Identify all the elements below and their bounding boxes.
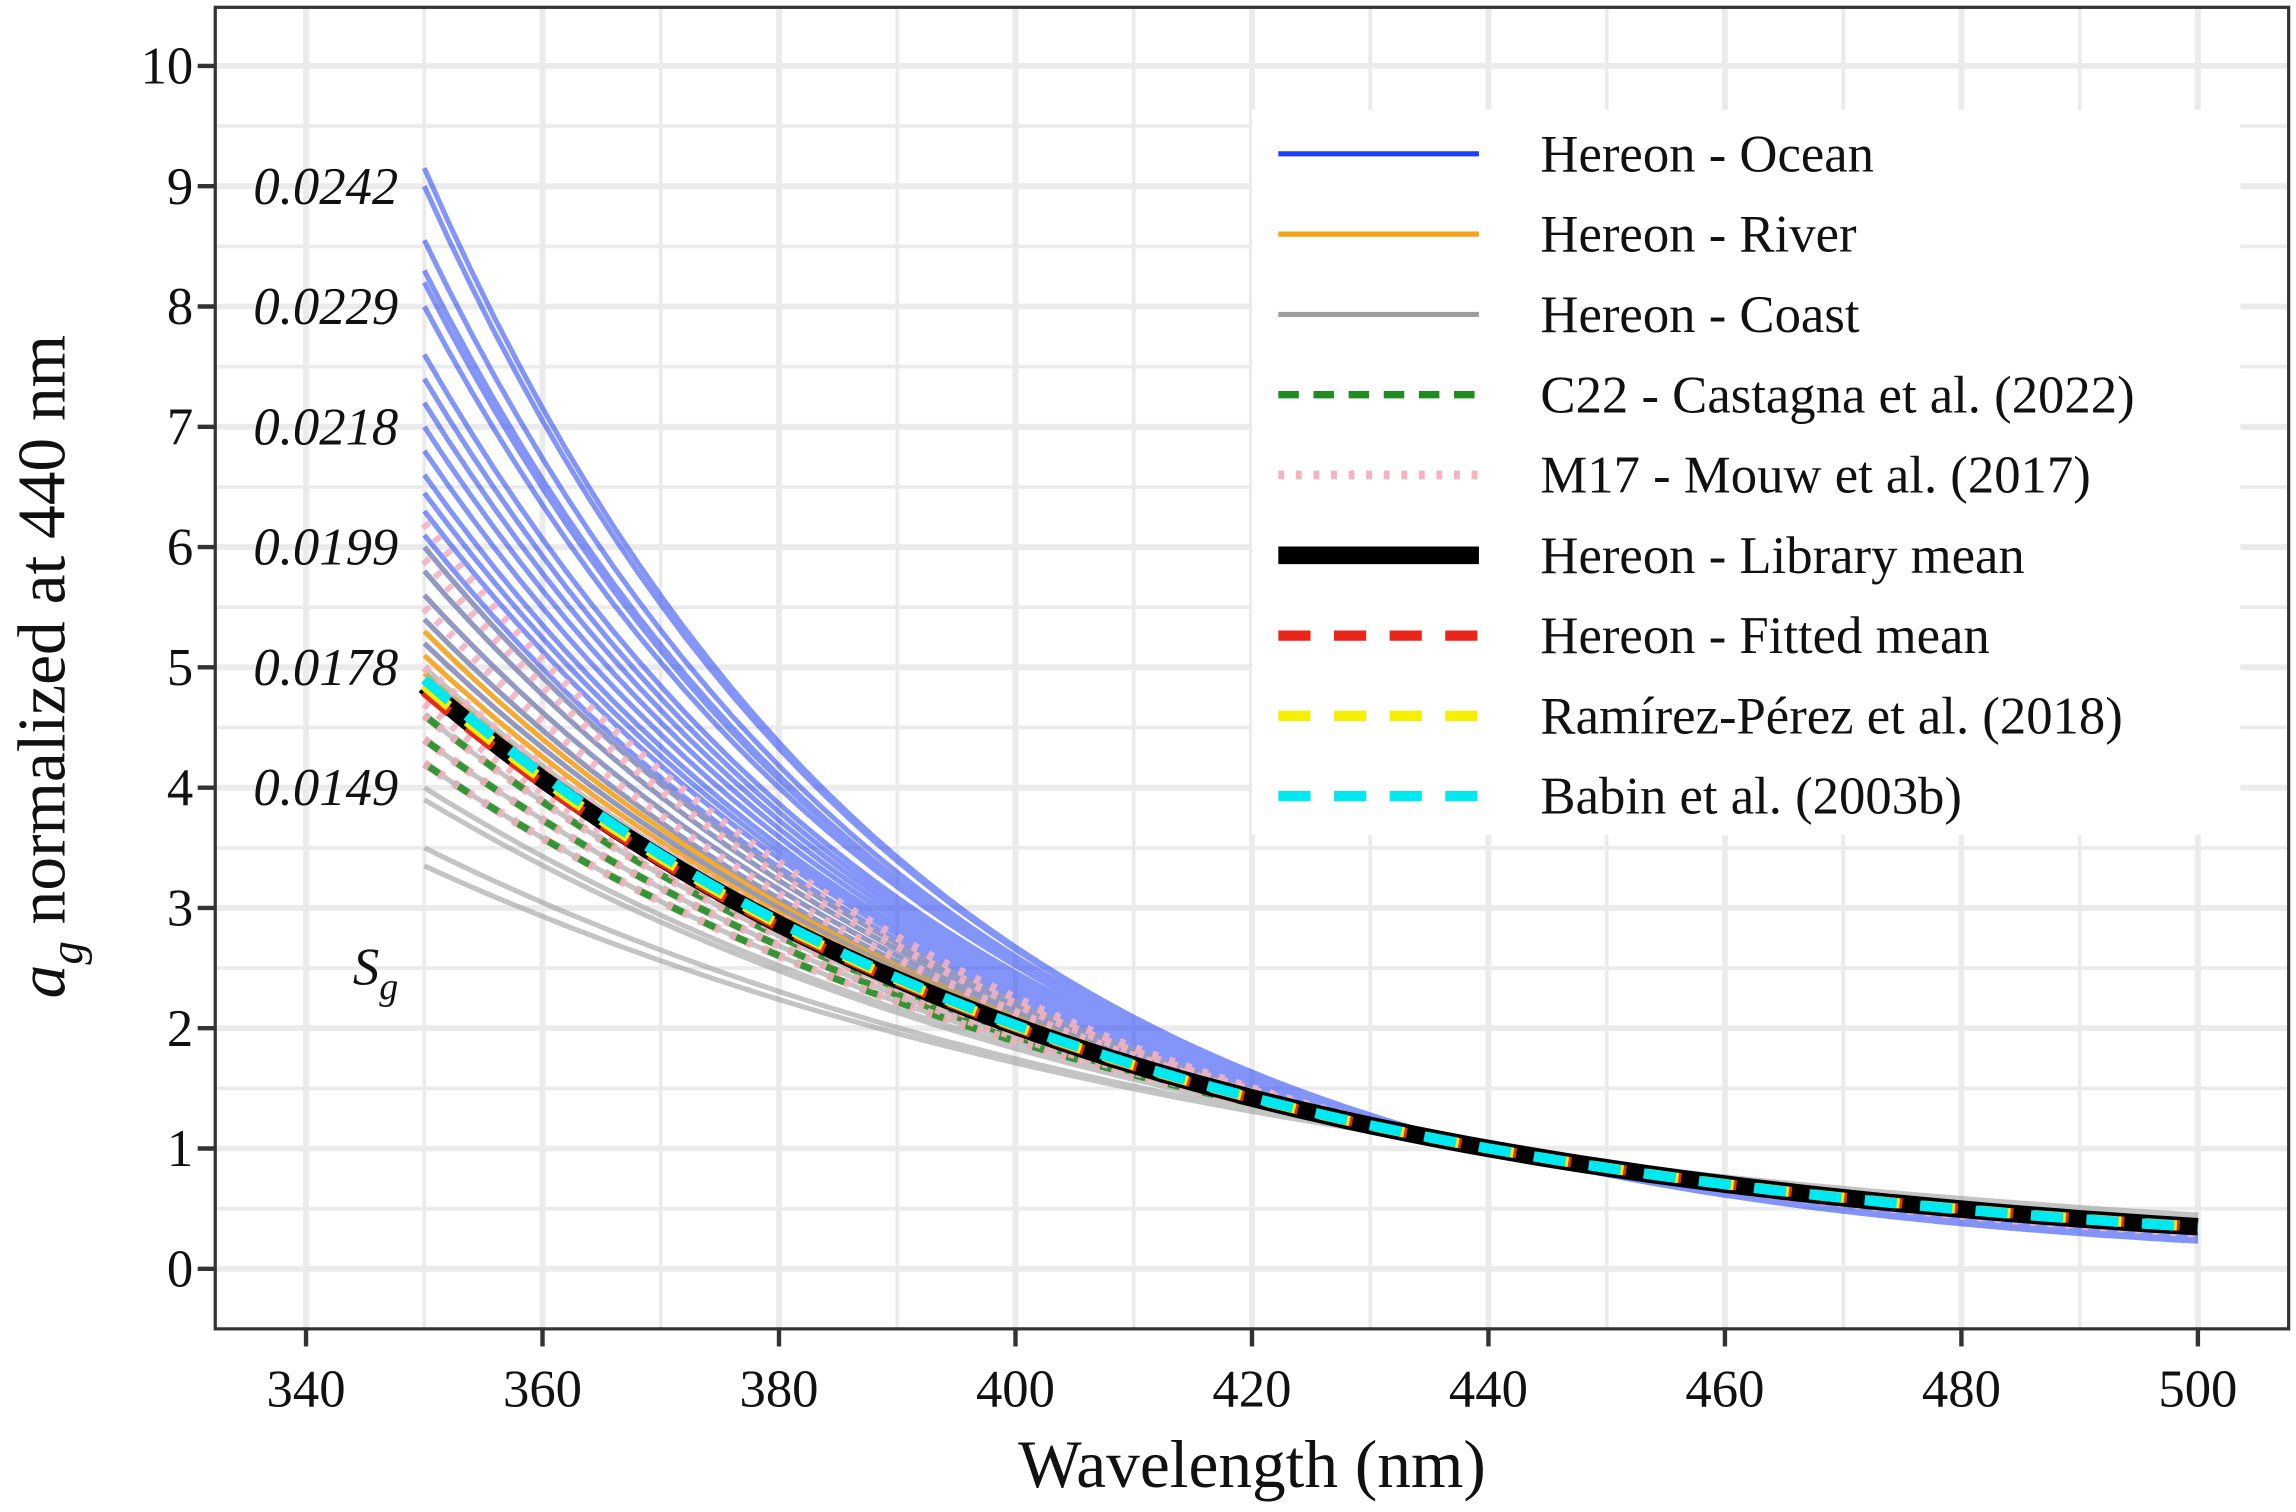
x-tick-label: 420 bbox=[1212, 1360, 1291, 1418]
series-curve bbox=[420, 675, 2199, 1233]
legend-label: Hereon - Ocean bbox=[1540, 125, 1874, 183]
x-tick-label: 440 bbox=[1449, 1360, 1528, 1418]
sg-value-label: 0.0218 bbox=[253, 398, 398, 456]
legend-label: Hereon - Library mean bbox=[1540, 527, 2024, 585]
y-tick-label: 6 bbox=[167, 519, 193, 577]
sg-value-label: 0.0229 bbox=[253, 278, 398, 336]
y-tick-label: 10 bbox=[141, 37, 194, 95]
sg-value-label: 0.0242 bbox=[253, 158, 398, 216]
y-tick-label: 3 bbox=[167, 880, 193, 938]
legend-item: Hereon - River bbox=[1278, 206, 1857, 264]
y-tick-label: 4 bbox=[167, 759, 193, 817]
legend-item: Ramírez-Pérez et al. (2018) bbox=[1278, 687, 2123, 745]
series-curve bbox=[421, 604, 2199, 1235]
series-curve bbox=[421, 711, 2199, 1230]
x-tick-label: 360 bbox=[503, 1360, 582, 1418]
y-axis-title: ag normalized at 440 nm bbox=[4, 335, 93, 998]
legend: Hereon - Ocean Hereon - River Hereon - Coa… bbox=[1251, 109, 2241, 836]
legend-item: Babin et al. (2003b) bbox=[1278, 768, 1962, 826]
x-tick-label: 400 bbox=[976, 1360, 1055, 1418]
sg-title: Sg bbox=[353, 939, 398, 1009]
y-tick-label: 1 bbox=[167, 1120, 193, 1178]
legend-label: Hereon - Coast bbox=[1540, 286, 1859, 344]
legend-label: Babin et al. (2003b) bbox=[1540, 768, 1962, 826]
series-babin-et-al-2003b- bbox=[420, 675, 2199, 1233]
y-tick-label: 9 bbox=[167, 158, 193, 216]
series-curve bbox=[421, 759, 2199, 1228]
y-tick-label: 5 bbox=[167, 639, 193, 697]
legend-item: Hereon - Fitted mean bbox=[1278, 607, 1990, 665]
legend-label: C22 - Castagna et al. (2022) bbox=[1540, 366, 2134, 424]
x-tick-label: 380 bbox=[739, 1360, 818, 1418]
legend-item: M17 - Mouw et al. (2017) bbox=[1278, 447, 2091, 505]
x-tick-label: 460 bbox=[1685, 1360, 1764, 1418]
sg-annotation: 0.0242 0.0229 0.0218 0.0199 0.0178 0.0149 Sg bbox=[253, 158, 398, 1008]
series-curve bbox=[423, 863, 2199, 1218]
legend-label: M17 - Mouw et al. (2017) bbox=[1540, 447, 2090, 505]
y-tick-label: 8 bbox=[167, 278, 193, 336]
y-tick-label: 2 bbox=[167, 1000, 193, 1058]
y-tick-label: 0 bbox=[167, 1240, 193, 1298]
legend-item: C22 - Castagna et al. (2022) bbox=[1278, 366, 2135, 424]
legend-label: Hereon - River bbox=[1540, 206, 1857, 264]
x-tick-label: 340 bbox=[267, 1360, 346, 1418]
legend-label: Ramírez-Pérez et al. (2018) bbox=[1540, 687, 2122, 745]
legend-item: Hereon - Library mean bbox=[1278, 527, 2025, 585]
axis-ticks: 340 360 380 400 420 440 460 480 500 0 1 2 3 4 5 6 7 8 9 10 bbox=[141, 37, 2238, 1418]
x-axis-title: Wavelength (nm) bbox=[1018, 1427, 1486, 1502]
legend-item: Hereon - Coast bbox=[1278, 286, 1860, 344]
legend-label: Hereon - Fitted mean bbox=[1540, 607, 1989, 665]
curves bbox=[418, 167, 2199, 1244]
sg-value-label: 0.0178 bbox=[253, 639, 398, 697]
x-tick-label: 480 bbox=[1922, 1360, 2001, 1418]
x-tick-label: 500 bbox=[2158, 1360, 2237, 1418]
legend-item: Hereon - Ocean bbox=[1278, 125, 1874, 183]
sg-value-label: 0.0149 bbox=[253, 759, 398, 817]
y-tick-label: 7 bbox=[167, 398, 193, 456]
sg-value-label: 0.0199 bbox=[253, 519, 398, 577]
